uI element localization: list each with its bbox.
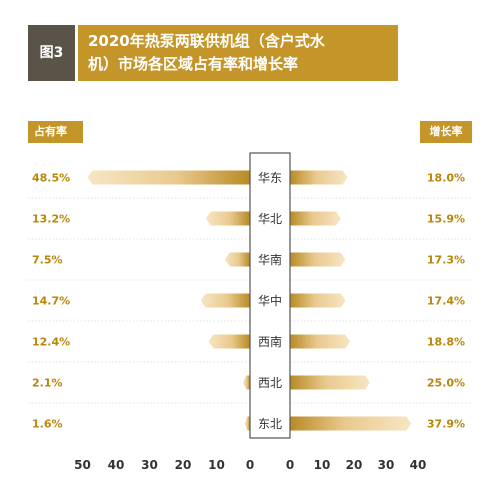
growth-value-label: 18.0% <box>427 172 465 185</box>
share-bar <box>87 170 251 185</box>
left-axis-tick: 0 <box>246 458 254 472</box>
growth-value-label: 17.3% <box>427 254 465 267</box>
growth-value-label: 37.9% <box>427 418 465 431</box>
left-axis-tick: 40 <box>108 458 125 472</box>
growth-bar <box>290 334 351 349</box>
share-value-label: 13.2% <box>32 213 70 226</box>
right-axis-tick: 0 <box>286 458 294 472</box>
center-category-panel <box>249 152 291 439</box>
category-label: 东北 <box>258 417 282 431</box>
left-axis-tick: 20 <box>175 458 192 472</box>
right-axis-tick: 40 <box>410 458 427 472</box>
category-label: 西北 <box>258 376 282 390</box>
left-axis-tick: 30 <box>141 458 158 472</box>
share-bar <box>205 211 250 226</box>
share-value-label: 1.6% <box>32 418 63 431</box>
category-label: 西南 <box>258 334 282 349</box>
header-bar <box>28 25 398 81</box>
share-bar <box>224 252 250 267</box>
right-axis-tick: 20 <box>346 458 363 472</box>
figure-label: 图3 <box>39 45 64 61</box>
share-value-label: 48.5% <box>32 172 70 185</box>
share-bar <box>242 375 250 390</box>
chart-title: 2020年热泵两联供机组（含户式水 机）市场各区域占有率和增长率 <box>88 30 388 76</box>
right-series-label: 增长率 <box>420 121 472 143</box>
share-bar <box>208 334 250 349</box>
share-value-label: 2.1% <box>32 377 63 390</box>
growth-bar <box>290 416 412 431</box>
category-label: 华南 <box>258 252 282 267</box>
left-axis-tick: 50 <box>74 458 91 472</box>
category-label: 华北 <box>258 212 282 226</box>
share-value-label: 14.7% <box>32 295 70 308</box>
growth-bar <box>290 293 346 308</box>
right-axis-tick: 10 <box>314 458 331 472</box>
title-line-1: 2020年热泵两联供机组（含户式水 <box>88 32 325 50</box>
left-axis-tick: 10 <box>208 458 225 472</box>
category-label: 华东 <box>258 171 282 185</box>
left-series-label: 占有率 <box>28 121 83 143</box>
growth-bar <box>290 170 348 185</box>
category-label: 华中 <box>258 293 282 308</box>
growth-value-label: 18.8% <box>427 336 465 349</box>
growth-bar <box>290 211 341 226</box>
growth-value-label: 15.9% <box>427 213 465 226</box>
share-value-label: 7.5% <box>32 254 63 267</box>
share-value-label: 12.4% <box>32 336 70 349</box>
title-line-2: 机）市场各区域占有率和增长率 <box>88 55 299 73</box>
growth-value-label: 17.4% <box>427 295 465 308</box>
growth-bar <box>290 252 346 267</box>
growth-bar <box>290 375 370 390</box>
share-bar <box>200 293 250 308</box>
right-axis-tick: 30 <box>378 458 395 472</box>
growth-value-label: 25.0% <box>427 377 465 390</box>
share-bar <box>244 416 250 431</box>
figure-badge: 图3 <box>28 25 78 81</box>
